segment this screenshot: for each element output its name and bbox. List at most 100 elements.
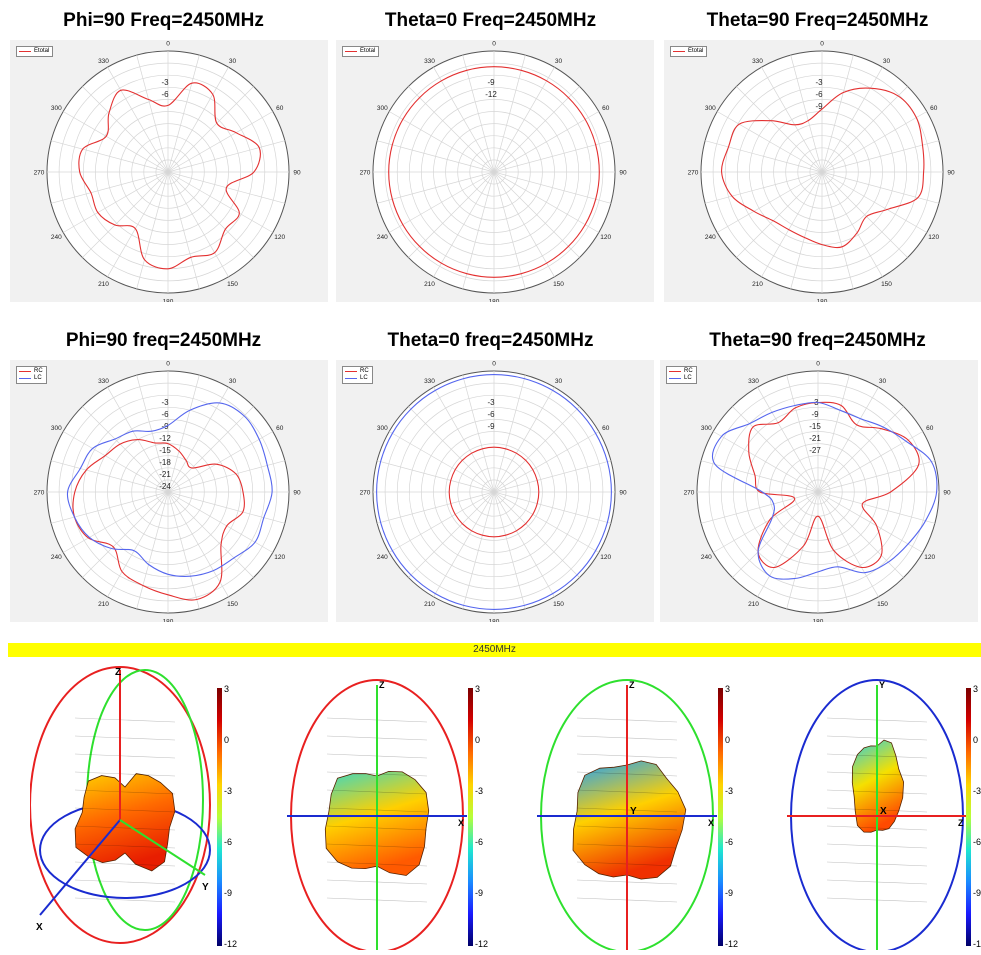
legend: Etotal xyxy=(16,46,54,57)
angle-tick-label: 270 xyxy=(360,170,371,177)
polar-chart: 0 30 60 90 120 150 180 210 240 270 300 330 -3 -6 xyxy=(34,41,301,303)
grid-spoke xyxy=(167,406,254,493)
legend-label: Etotal xyxy=(688,48,704,54)
legend: RC LC xyxy=(666,366,697,384)
grid-spoke xyxy=(408,491,495,578)
chart-title-4: Phi=90 freq=2450MHz xyxy=(65,330,262,351)
grid-spoke xyxy=(408,86,495,173)
grid-spoke xyxy=(493,491,611,524)
legend-swatch xyxy=(19,371,31,372)
axis-label-z: Z xyxy=(115,667,121,678)
legend-label: LC xyxy=(360,375,368,381)
angle-tick-label: 60 xyxy=(930,105,938,112)
grid-spoke xyxy=(82,86,169,173)
angle-tick-label: 240 xyxy=(377,554,388,561)
mesh-line xyxy=(74,825,176,831)
colorbar-tick-label: -9 xyxy=(973,888,981,898)
colorbar-tick-label: -3 xyxy=(475,786,484,796)
chart-title-5: Theta=0 freq=2450MHz xyxy=(387,330,594,351)
angle-tick-label: 150 xyxy=(881,281,892,288)
angle-tick-label: 0 xyxy=(166,361,170,368)
angle-tick-label: 210 xyxy=(748,601,759,608)
radial-tick-label: -6 xyxy=(815,90,823,99)
angle-tick-label: 0 xyxy=(492,361,496,368)
grid-spoke xyxy=(493,111,599,173)
angle-tick-label: 150 xyxy=(227,281,238,288)
axis-label-center: X xyxy=(880,806,887,817)
grid-spoke xyxy=(705,171,823,204)
grid-spoke xyxy=(63,171,169,233)
angle-tick-label: 240 xyxy=(377,234,388,241)
radial-tick-label: -9 xyxy=(487,78,495,87)
legend-label: RC xyxy=(684,368,693,374)
legend-swatch xyxy=(19,51,31,52)
radial-tick-label: -21 xyxy=(159,470,171,479)
axis-label-top: Z xyxy=(629,680,635,690)
grid-spoke xyxy=(82,406,169,493)
angle-tick-label: 330 xyxy=(748,378,759,385)
grid-spoke xyxy=(167,86,254,173)
grid-spoke xyxy=(736,171,823,258)
axis-label-top: Y xyxy=(879,680,885,690)
ring-xz xyxy=(29,666,211,944)
radial-tick-label: -21 xyxy=(809,434,821,443)
grid-spoke xyxy=(821,67,883,173)
grid-spoke xyxy=(701,491,819,524)
angle-tick-label: 210 xyxy=(752,281,763,288)
angle-tick-label: 90 xyxy=(619,170,627,177)
grid-spoke xyxy=(167,375,200,493)
angle-tick-label: 300 xyxy=(51,425,62,432)
grid-spoke xyxy=(167,140,285,173)
grid-spoke xyxy=(493,171,599,233)
series-line-lc xyxy=(376,374,612,610)
colorbar-tick-label: -9 xyxy=(224,888,233,898)
grid-spoke xyxy=(786,491,819,609)
grid-spoke xyxy=(493,171,555,277)
series-line-etotal xyxy=(388,66,600,278)
colorbar-tick-label: -3 xyxy=(224,786,233,796)
grid-spoke xyxy=(136,491,169,609)
grid-spoke xyxy=(817,491,879,597)
pattern-3d-svg: Z X Y xyxy=(29,666,211,944)
axis-label-center: Y xyxy=(630,806,637,817)
colorbar-4 xyxy=(966,688,971,946)
angle-tick-label: 180 xyxy=(489,619,500,623)
pattern-3d-svg: ZX xyxy=(287,679,467,955)
angle-tick-label: 30 xyxy=(879,378,887,385)
grid-spoke xyxy=(493,460,611,493)
series-line-rc xyxy=(748,401,920,568)
chart-title-6: Theta=90 freq=2450MHz xyxy=(709,330,926,351)
grid-spoke xyxy=(377,140,495,173)
radial-tick-label: -6 xyxy=(487,410,495,419)
angle-tick-label: 0 xyxy=(820,41,824,48)
angle-tick-label: 270 xyxy=(684,490,695,497)
angle-tick-label: 270 xyxy=(34,490,45,497)
polar-chart: 0306090120150180210240270300330-3-9-15-2… xyxy=(684,361,951,623)
chart-title-2: Theta=0 Freq=2450MHz xyxy=(384,10,597,31)
legend-entry: Etotal xyxy=(673,48,703,55)
polar-panel-4: 0 30 60 90 120 150 180 210 240 270 300 330 -3 -6 -9 -12… xyxy=(10,360,328,622)
colorbar-tick-label: -9 xyxy=(725,888,734,898)
angle-tick-label: 300 xyxy=(377,425,388,432)
angle-tick-label: 240 xyxy=(51,554,62,561)
polar-chart: 0 30 60 90 120 150 180 210 240 270 300 330 -9 -12 xyxy=(360,41,627,303)
angle-tick-label: 120 xyxy=(600,554,611,561)
grid-spoke xyxy=(817,375,850,493)
colorbar-tick-label: 0 xyxy=(224,735,230,745)
grid-spoke xyxy=(377,460,495,493)
grid-spoke xyxy=(821,86,908,173)
legend-label: RC xyxy=(34,368,43,374)
grid-spoke xyxy=(82,491,169,578)
grid-spoke xyxy=(493,491,599,553)
angle-tick-label: 210 xyxy=(98,601,109,608)
grid-spoke xyxy=(63,431,169,493)
angle-tick-label: 330 xyxy=(424,58,435,65)
angle-tick-label: 330 xyxy=(98,58,109,65)
chart-title-1: Phi=90 Freq=2450MHz xyxy=(63,10,264,31)
grid-spoke xyxy=(493,375,526,493)
colorbar-tick-label: -3 xyxy=(725,786,734,796)
colorbar-tick-label: -1 xyxy=(973,939,981,949)
grid-spoke xyxy=(389,171,495,233)
grid-spoke xyxy=(167,431,273,493)
grid-spoke xyxy=(817,431,923,493)
